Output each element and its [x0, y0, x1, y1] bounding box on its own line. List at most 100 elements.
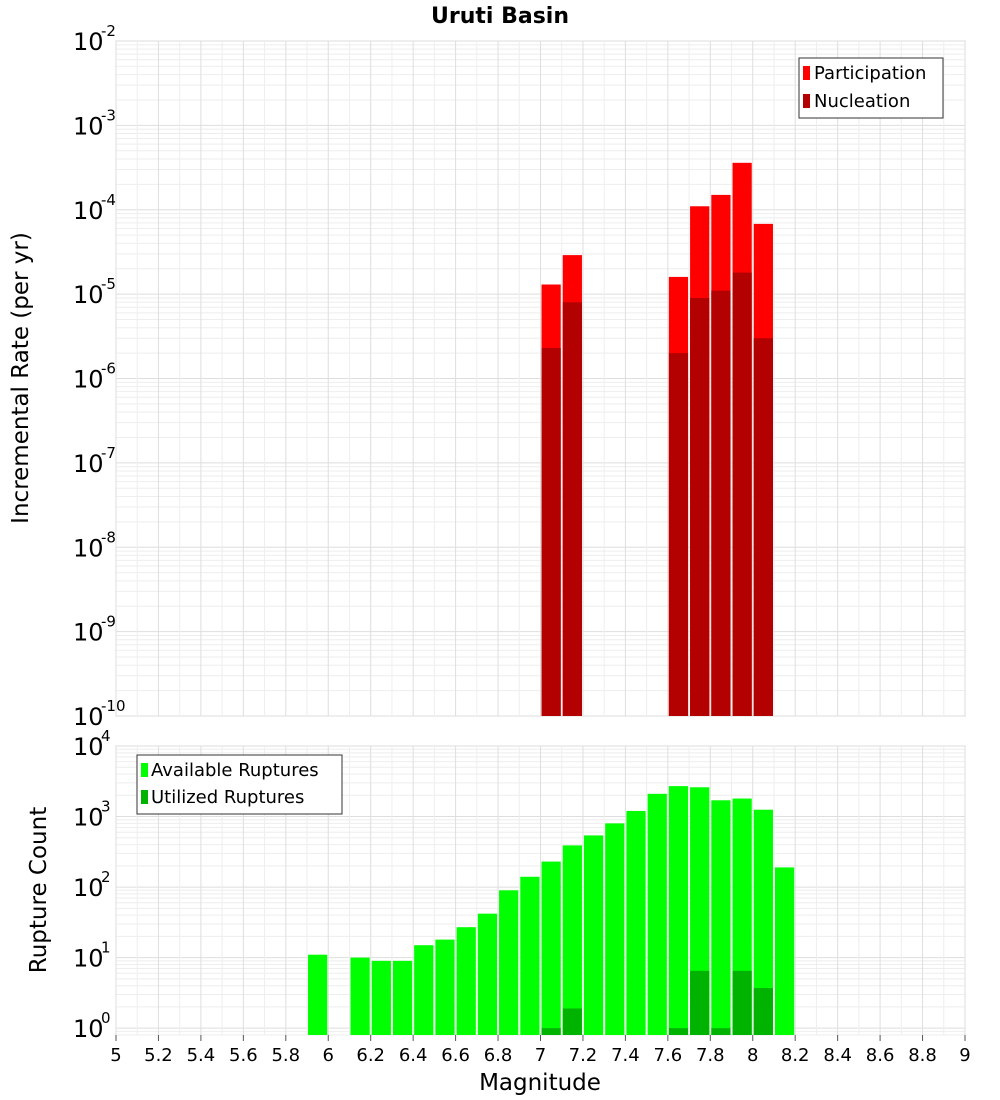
available-ruptures-bar: [753, 809, 773, 1035]
x-tick-label: 8.8: [908, 1045, 937, 1066]
rate-ytick-exponent: -4: [101, 191, 116, 209]
nucleation-bar: [711, 290, 731, 716]
count-y-axis-label: Rupture Count: [26, 807, 52, 973]
rate-ytick-exponent: -2: [101, 22, 116, 40]
x-tick-label: 7.6: [654, 1045, 683, 1066]
nucleation-bar: [541, 347, 561, 716]
available-ruptures-bar: [583, 835, 604, 1035]
rate-ytick-exponent: -8: [101, 528, 116, 546]
available-ruptures-bar: [711, 800, 731, 1035]
count-ytick-exponent: 2: [101, 868, 111, 886]
count-ytick-base: 10: [73, 1015, 104, 1043]
count-ytick-exponent: 0: [101, 1009, 111, 1027]
x-tick-label: 6.2: [356, 1045, 385, 1066]
rate-y-axis-label: Incremental Rate (per yr): [8, 232, 34, 524]
count-bars: [308, 786, 795, 1035]
utilized-ruptures-bar: [541, 1028, 561, 1035]
rate-bars: [541, 162, 773, 716]
rate-legend-box: [798, 57, 944, 119]
count-ytick-exponent: 1: [101, 939, 111, 957]
count-ytick-base: 10: [73, 733, 104, 761]
x-tick-label: 5.8: [271, 1045, 300, 1066]
available-ruptures-bar: [371, 960, 391, 1035]
rate-legend: Participation Nucleation: [798, 57, 944, 119]
nucleation-bar: [690, 297, 710, 716]
available-ruptures-bar: [541, 861, 561, 1035]
rate-ytick-exponent: -5: [101, 275, 116, 293]
count-legend: Available Ruptures Utilized Ruptures: [136, 754, 343, 815]
available-ruptures-bar: [499, 890, 519, 1035]
utilized-ruptures-bar: [732, 970, 752, 1035]
count-ytick-exponent: 4: [101, 727, 111, 745]
rate-grid: [115, 40, 966, 717]
available-ruptures-bar: [626, 810, 646, 1035]
available-ruptures-bar: [456, 927, 476, 1035]
rate-ytick-base: 10: [73, 450, 104, 478]
x-tick-label: 5.2: [144, 1045, 173, 1066]
count-ytick-base: 10: [73, 874, 104, 902]
rate-ytick-exponent: -6: [101, 360, 116, 378]
nucleation-bar: [753, 338, 773, 716]
x-tick-label: 8.4: [823, 1045, 852, 1066]
x-axis-label: Magnitude: [479, 1070, 601, 1096]
x-tick-label: 5.4: [187, 1045, 216, 1066]
count-ytick-base: 10: [73, 804, 104, 832]
count-ytick-exponent: 3: [101, 798, 111, 816]
available-ruptures-bar: [392, 960, 413, 1035]
count-legend-box: [136, 754, 343, 815]
legend-label-available: Available Ruptures: [151, 760, 319, 781]
utilized-ruptures-bar: [562, 1008, 582, 1035]
x-tick-label: 7.4: [611, 1045, 640, 1066]
x-tick-label: 5.6: [229, 1045, 258, 1066]
x-tick-label: 6.8: [484, 1045, 513, 1066]
nucleation-bar: [732, 272, 752, 716]
x-tick-label: 5: [110, 1045, 121, 1066]
legend-swatch-utilized: [141, 790, 148, 804]
x-tick-label: 7.8: [696, 1045, 725, 1066]
legend-label-participation: Participation: [814, 63, 926, 84]
utilized-ruptures-bar: [690, 970, 710, 1035]
legend-label-nucleation: Nucleation: [814, 91, 910, 112]
available-ruptures-bar: [605, 823, 625, 1035]
legend-label-utilized: Utilized Ruptures: [151, 787, 304, 808]
available-ruptures-bar: [350, 957, 370, 1035]
x-tick-label: 7.2: [569, 1045, 598, 1066]
rate-ytick-base: 10: [73, 197, 104, 225]
rate-ytick-base: 10: [73, 281, 104, 309]
rate-ytick-base: 10: [73, 28, 104, 56]
available-ruptures-bar: [647, 793, 667, 1035]
x-tick-label: 8: [747, 1045, 758, 1066]
count-ytick-base: 10: [73, 945, 104, 973]
x-tick-label: 9: [959, 1045, 970, 1066]
rate-ytick-base: 10: [73, 619, 104, 647]
rate-ytick-base: 10: [73, 534, 104, 562]
legend-swatch-available: [141, 763, 148, 777]
x-tick-label: 7: [535, 1045, 546, 1066]
utilized-ruptures-bar: [668, 1028, 689, 1035]
rate-ytick-base: 10: [73, 366, 104, 394]
rate-ytick-exponent: -3: [101, 106, 116, 124]
legend-swatch-participation: [803, 66, 810, 80]
x-tick-label: 8.6: [866, 1045, 895, 1066]
available-ruptures-bar: [435, 939, 455, 1035]
available-ruptures-bar: [562, 845, 582, 1035]
nucleation-bar: [562, 302, 582, 716]
utilized-ruptures-bar: [753, 988, 773, 1035]
rate-ytick-base: 10: [73, 703, 104, 731]
rate-ytick-exponent: -10: [101, 697, 126, 715]
x-tick-label: 8.2: [781, 1045, 810, 1066]
rate-ytick-exponent: -9: [101, 613, 116, 631]
nucleation-bar: [668, 353, 689, 716]
available-ruptures-bar: [774, 867, 795, 1035]
utilized-ruptures-bar: [711, 1028, 731, 1035]
x-tick-label: 6.4: [399, 1045, 428, 1066]
rate-ytick-exponent: -7: [101, 444, 116, 462]
available-ruptures-bar: [520, 876, 540, 1035]
x-tick-label: 6.6: [441, 1045, 470, 1066]
chart-title: Uruti Basin: [431, 4, 569, 29]
